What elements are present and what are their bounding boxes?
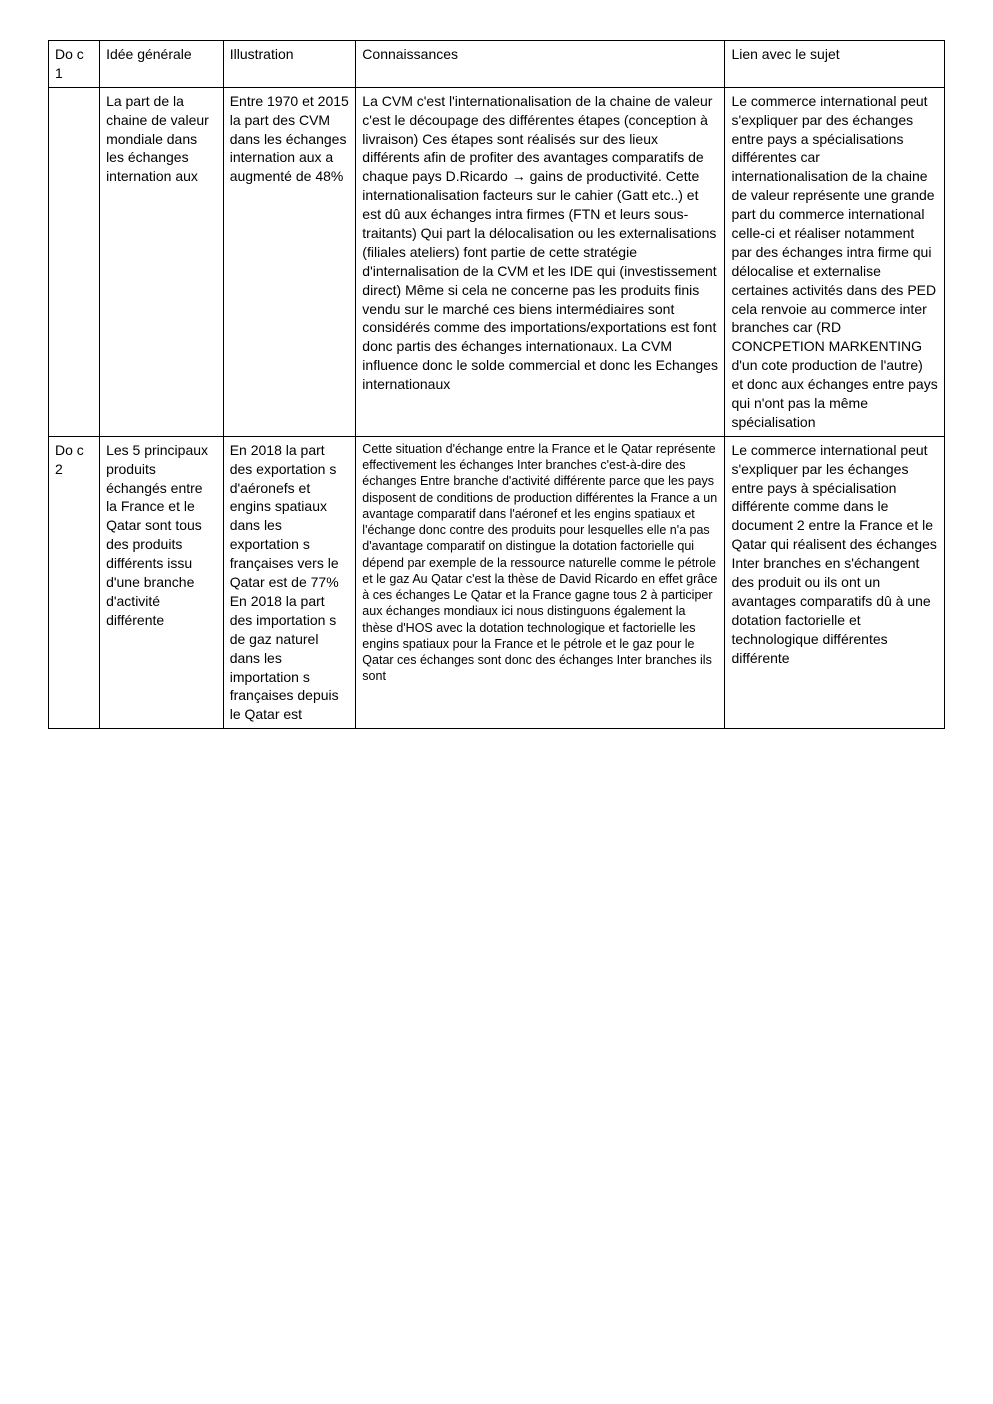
cell-connaissances: La CVM c'est l'internationalisation de l…: [356, 87, 725, 436]
table-header-row: Do c 1 Idée générale Illustration Connai…: [49, 41, 945, 88]
cell-lien: Le commerce international peut s'expliqu…: [725, 436, 945, 728]
col-header-connaissances: Connaissances: [356, 41, 725, 88]
cell-idee: Les 5 principaux produits échangés entre…: [100, 436, 224, 728]
cell-illustration: En 2018 la part des exportation s d'aéro…: [223, 436, 356, 728]
cell-connaissances: Cette situation d'échange entre la Franc…: [356, 436, 725, 728]
cell-lien: Le commerce international peut s'expliqu…: [725, 87, 945, 436]
data-table: Do c 1 Idée générale Illustration Connai…: [48, 40, 945, 729]
page: Do c 1 Idée générale Illustration Connai…: [0, 0, 993, 769]
cell-illustration: Entre 1970 et 2015 la part des CVM dans …: [223, 87, 356, 436]
table-row: Do c 2 Les 5 principaux produits échangé…: [49, 436, 945, 728]
cell-idee: La part de la chaine de valeur mondiale …: [100, 87, 224, 436]
table-row: La part de la chaine de valeur mondiale …: [49, 87, 945, 436]
cell-doc: Do c 2: [49, 436, 100, 728]
col-header-idee: Idée générale: [100, 41, 224, 88]
col-header-lien: Lien avec le sujet: [725, 41, 945, 88]
cell-doc: [49, 87, 100, 436]
col-header-illustration: Illustration: [223, 41, 356, 88]
col-header-doc: Do c 1: [49, 41, 100, 88]
